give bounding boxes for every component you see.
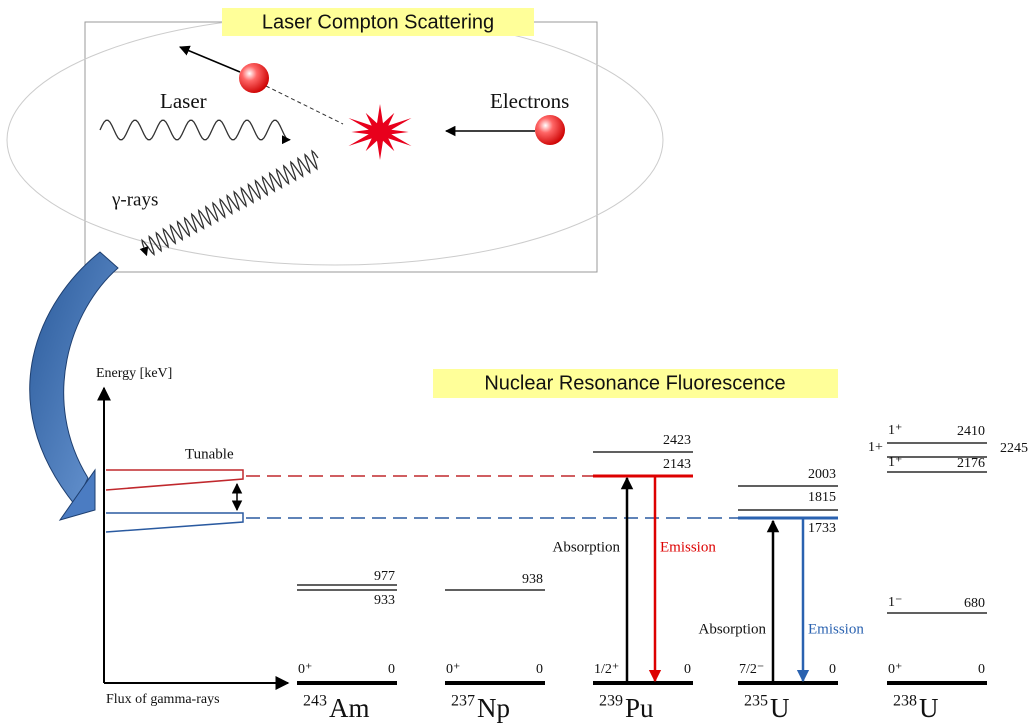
absorption-label: Absorption [699,621,767,637]
level-energy: 2003 [808,467,836,482]
ground-energy: 0 [978,662,985,677]
mass-number: 239 [599,693,623,710]
ground-energy: 0 [684,662,691,677]
electron-path [265,85,344,125]
element-symbol: U [919,693,939,723]
mass-number: 237 [451,693,475,710]
mass-number: 243 [303,693,327,710]
lcs-ellipse [6,14,664,266]
level-energy: 1815 [808,490,836,505]
level-energy: 977 [374,569,395,584]
mass-number: 238 [893,693,917,710]
mass-number: 235 [744,693,768,710]
title-box [222,8,534,36]
ground-energy: 0 [829,662,836,677]
collision [348,104,412,160]
ground-energy: 0 [536,662,543,677]
ground-spin: 0⁺ [298,662,312,677]
ground-spin: 0⁺ [888,662,902,677]
electron [535,115,565,145]
flow-arrow-head [58,468,96,521]
level-spin: 1⁻ [888,595,902,610]
emission-label: Emission [808,621,864,637]
absorption-label: Absorption [553,539,621,555]
ground-spin: 1/2⁺ [594,662,619,677]
element-symbol: Am [329,693,370,723]
level-energy: 938 [522,572,543,587]
element-symbol: Np [477,693,510,723]
electron [239,63,269,93]
tunable-blue [105,512,244,533]
laser-wave [99,119,291,145]
gamma-label: γ-rays [111,189,158,210]
level-energy: 2176 [957,456,985,471]
ground-spin: 0⁺ [446,662,460,677]
level-energy: 2410 [957,424,985,439]
tunable-red [105,469,244,491]
element-symbol: Pu [625,693,654,723]
level-energy: 2423 [663,433,691,448]
emission-label: Emission [660,539,716,555]
x-axis-label: Flux of gamma-rays [106,692,220,707]
level-energy: 2245 [1000,441,1028,456]
level-energy: 933 [374,593,395,608]
ground-spin: 7/2⁻ [739,662,764,677]
tunable-label: Tunable [185,446,234,462]
level-energy: 2143 [663,457,691,472]
laser-label: Laser [160,89,207,113]
level-spin: 1⁺ [888,455,902,470]
electron-out-arrow [179,45,241,73]
level-energy: 1733 [808,521,836,536]
gamma-wave [139,149,319,257]
element-symbol: U [770,693,790,723]
electrons-label: Electrons [490,89,569,113]
ground-energy: 0 [388,662,395,677]
lcs-frame [84,21,598,273]
nuclei: 0⁺ 0 243 Am 977 933 0⁺ 0 237 Np 938 1/2⁺ 0 239 Pu 2423 2… [297,423,1028,723]
title-box [433,369,838,398]
level-energy: 680 [964,596,985,611]
y-axis-label: Energy [keV] [96,366,172,381]
lcs-title: Laser Compton Scattering [262,11,494,33]
level-spin: 1⁺ [888,423,902,438]
nrf-title: Nuclear Resonance Fluorescence [484,372,785,394]
level-spin: 1+ [868,440,883,455]
